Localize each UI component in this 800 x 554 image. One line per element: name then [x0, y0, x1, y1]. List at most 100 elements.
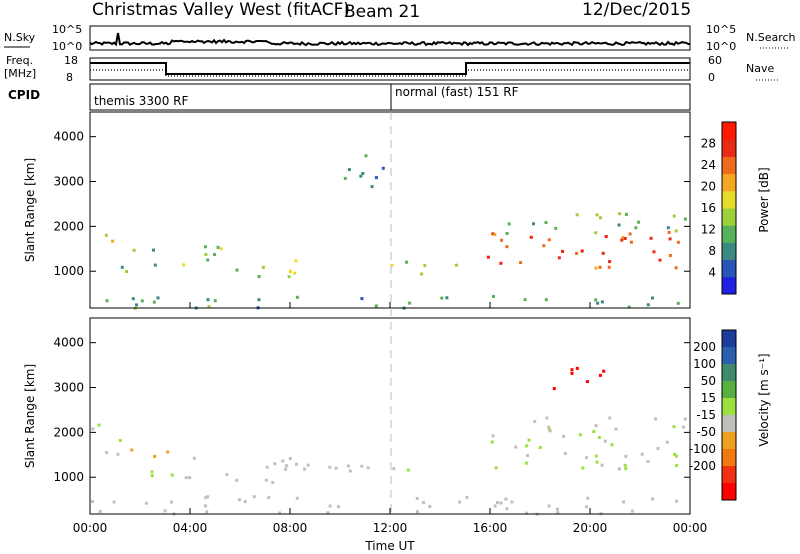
- heatmap-cell: [428, 505, 432, 509]
- heatmap-cell: [491, 434, 495, 438]
- heatmap-cell: [288, 457, 292, 461]
- heatmap-cell: [381, 166, 385, 170]
- heatmap-cell: [682, 425, 685, 429]
- nsearch-tick-top: 10^5: [706, 23, 736, 36]
- heatmap-cell: [445, 296, 449, 300]
- heatmap-cell: [213, 299, 217, 303]
- colorbar-frame: [721, 121, 737, 295]
- heatmap-cell: [496, 501, 499, 505]
- heatmap-cell: [533, 420, 537, 423]
- heatmap-cell: [287, 275, 291, 279]
- heatmap-cell: [492, 295, 495, 298]
- velocity-y-axis: 1000 2000 3000 4000: [53, 336, 690, 484]
- freq-unit: [MHz]: [4, 67, 36, 80]
- heatmap-cell: [595, 460, 599, 464]
- x-tick-label: 16:00: [473, 521, 508, 535]
- heatmap-cell: [674, 229, 678, 233]
- heatmap-cell: [153, 263, 157, 267]
- noise-panel-frame: [89, 25, 691, 51]
- colorbar-frame: [721, 329, 737, 501]
- heatmap-cell: [458, 500, 462, 504]
- heatmap-cell: [621, 236, 625, 240]
- heatmap-cell: [192, 456, 196, 460]
- heatmap-cell: [440, 296, 444, 300]
- heatmap-cell: [542, 244, 546, 248]
- heatmap-cell: [184, 476, 188, 480]
- colorbar-swatch: [722, 466, 736, 484]
- heatmap-cell: [538, 446, 542, 449]
- colorbar-swatch: [722, 208, 736, 226]
- heatmap-cell: [152, 248, 155, 252]
- heatmap-cell: [547, 425, 551, 429]
- nsearch-tick-bottom: 10^0: [706, 40, 736, 53]
- heatmap-cell: [118, 439, 122, 442]
- heatmap-cell: [668, 237, 672, 241]
- beam-label: Beam 21: [344, 2, 420, 22]
- freq-tick-bottom: 8: [66, 71, 73, 84]
- heatmap-cell: [618, 212, 622, 216]
- heatmap-cell: [552, 387, 556, 391]
- colorbar-swatch: [722, 364, 736, 382]
- heatmap-cell: [607, 265, 611, 269]
- heatmap-cell: [608, 416, 612, 420]
- nsky-tick-top: 10^5: [52, 23, 82, 36]
- heatmap-cell: [131, 297, 135, 301]
- heatmap-cell: [130, 448, 134, 452]
- heatmap-cell: [206, 258, 210, 262]
- heatmap-cell: [405, 260, 408, 264]
- power-colorbar: 4 8 12 16 20 24 28: [701, 121, 737, 295]
- heatmap-cell: [491, 232, 495, 236]
- heatmap-cell: [499, 501, 503, 505]
- heatmap-cell: [166, 450, 170, 454]
- heatmap-cell: [623, 237, 627, 240]
- heatmap-cell: [347, 168, 351, 172]
- heatmap-cell: [505, 245, 509, 249]
- heatmap-cell: [598, 373, 602, 377]
- heatmap-cell: [602, 369, 606, 373]
- heatmap-cell: [408, 301, 412, 305]
- heatmap-cell: [624, 454, 628, 458]
- heatmap-cell: [257, 298, 261, 302]
- heatmap-cell: [545, 416, 549, 420]
- heatmap-cell: [584, 505, 588, 509]
- heatmap-cell: [603, 439, 607, 443]
- heatmap-cell: [98, 510, 102, 513]
- heatmap-cell: [360, 464, 364, 468]
- heatmap-cell: [116, 452, 120, 456]
- y-tick-label: 1000: [53, 470, 84, 484]
- power-heatmap: [104, 154, 687, 310]
- heatmap-cell: [216, 245, 220, 249]
- heatmap-cell: [505, 232, 509, 235]
- heatmap-cell: [547, 504, 551, 508]
- heatmap-cell: [422, 501, 425, 505]
- colorbar-tick-label: 28: [701, 137, 716, 151]
- colorbar-swatch: [722, 242, 736, 261]
- heatmap-cell: [111, 239, 115, 243]
- x-tick-label: 00:00: [73, 521, 108, 535]
- heatmap-cell: [112, 500, 116, 504]
- heatmap-cell: [284, 467, 287, 471]
- heatmap-cell: [651, 296, 654, 300]
- colorbar-swatch: [722, 449, 736, 467]
- freq-trace: [90, 62, 690, 75]
- heatmap-cell: [524, 461, 528, 465]
- heatmap-cell: [204, 496, 208, 500]
- heatmap-cell: [675, 464, 679, 468]
- heatmap-cell: [580, 249, 584, 253]
- cpid-mode-2: normal (fast) 151 RF: [395, 85, 519, 99]
- heatmap-cell: [343, 176, 347, 180]
- heatmap-cell: [219, 247, 223, 251]
- colorbar-swatch: [722, 156, 736, 175]
- heatmap-cell: [156, 296, 160, 300]
- heatmap-cell: [594, 454, 598, 458]
- heatmap-cell: [656, 447, 660, 450]
- heatmap-cell: [676, 301, 680, 305]
- heatmap-cell: [556, 507, 559, 511]
- heatmap-cell: [676, 240, 680, 244]
- heatmap-cell: [514, 445, 518, 449]
- heatmap-cell: [361, 172, 365, 175]
- heatmap-cell: [544, 298, 548, 302]
- heatmap-cell: [673, 452, 677, 456]
- heatmap-cell: [490, 440, 494, 444]
- heatmap-cell: [207, 305, 211, 309]
